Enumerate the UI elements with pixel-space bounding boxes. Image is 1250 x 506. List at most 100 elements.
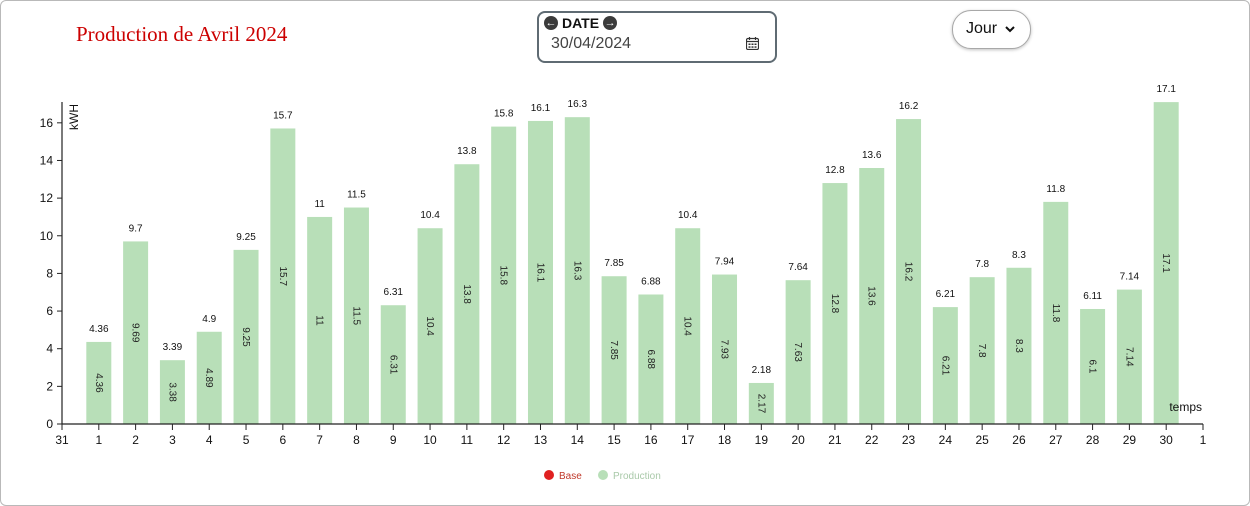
legend-swatch[interactable] [544,470,554,480]
x-tick-label: 3 [169,433,176,447]
x-tick-label: 13 [534,433,548,447]
bar-inner-label: 3.38 [166,382,177,402]
bar-inner-label: 17.1 [1160,253,1171,273]
bar[interactable] [196,331,222,424]
bar[interactable] [454,164,480,424]
bar-inner-label: 7.8 [976,344,987,358]
arrow-right-circle-icon[interactable]: → [603,16,618,30]
x-tick-label: 5 [243,433,250,447]
bar[interactable] [86,341,112,424]
bar-inner-label: 6.21 [939,356,950,376]
bar[interactable] [1043,201,1069,424]
bar-top-label: 7.64 [788,262,808,273]
bar[interactable] [270,128,296,424]
x-tick-label: 23 [902,433,916,447]
period-select-value: Jour [966,20,998,37]
bar[interactable] [785,280,811,424]
bar-inner-label: 8.3 [1013,339,1024,353]
bar[interactable] [123,241,149,424]
bar[interactable] [896,119,922,424]
bar-top-label: 9.7 [129,223,143,234]
bar[interactable] [491,126,517,425]
bar[interactable] [307,216,333,424]
bar[interactable] [1116,289,1142,424]
bar-top-label: 10.4 [678,210,698,221]
bar[interactable] [932,307,958,424]
x-tick-label: 22 [865,433,879,447]
legend-label[interactable]: Production [613,471,661,482]
x-tick-label: 16 [644,433,658,447]
x-tick-label: 20 [791,433,805,447]
x-tick-label: 8 [353,433,360,447]
y-tick-label: 2 [46,379,53,393]
bar-top-label: 7.14 [1120,272,1140,283]
bar[interactable] [527,120,553,425]
calendar-icon[interactable] [746,37,759,50]
bar-top-label: 7.85 [604,258,624,269]
x-tick-label: 28 [1086,433,1100,447]
bar[interactable] [859,168,885,424]
bar-inner-label: 13.8 [461,284,472,304]
x-tick-label: 17 [681,433,695,447]
bar-top-label: 10.4 [420,210,440,221]
bar[interactable] [233,249,259,424]
bar-top-label: 15.7 [273,110,293,121]
bar-top-label: 7.8 [975,259,989,270]
bar[interactable] [343,207,369,424]
bar-top-label: 6.11 [1083,291,1102,302]
bar[interactable] [675,228,701,424]
bar-top-label: 6.88 [641,276,661,287]
bar-inner-label: 12.8 [829,294,840,314]
x-tick-label: 12 [497,433,511,447]
bar[interactable] [1153,102,1179,424]
bar-inner-label: 7.14 [1123,347,1134,367]
bar-inner-label: 7.85 [608,340,619,360]
bar-inner-label: 10.4 [424,316,435,336]
bar-top-label: 4.9 [202,314,216,325]
bar[interactable] [159,360,185,424]
bar-inner-label: 16.1 [534,263,545,283]
bar-inner-label: 11 [314,315,325,326]
bar-inner-label: 11.5 [350,306,361,325]
bar-top-label: 16.1 [531,103,551,114]
bar-inner-label: 7.63 [792,342,803,362]
y-tick-label: 6 [46,304,53,318]
bar-top-label: 11.8 [1046,184,1065,195]
bar[interactable] [969,277,995,424]
chart-title: Production de Avril 2024 [76,22,288,46]
bar-inner-label: 9.25 [240,327,251,347]
y-tick-label: 16 [40,116,54,130]
bar[interactable] [822,183,848,424]
bar-inner-label: 4.36 [93,373,104,393]
bar-inner-label: 6.31 [387,355,398,375]
x-tick-label: 26 [1012,433,1026,447]
bar[interactable] [748,382,774,424]
bar[interactable] [417,228,443,424]
bar-top-label: 6.21 [936,289,956,300]
bar-inner-label: 16.2 [903,262,914,282]
x-tick-label: 14 [571,433,585,447]
arrow-left-circle-icon[interactable]: ← [544,16,558,30]
x-axis-label: temps [1169,400,1202,414]
x-tick-label: 1 [1200,433,1207,447]
bar-top-label: 2.18 [752,365,772,376]
bar-top-label: 16.2 [899,101,919,112]
bar[interactable] [380,305,406,424]
y-axis-label: kWH [67,104,81,130]
bar[interactable] [601,276,627,424]
bar[interactable] [1006,267,1032,424]
date-picker[interactable]: ← DATE → 30/04/2024 [537,11,777,63]
legend-swatch[interactable] [598,470,608,480]
bar-top-label: 9.25 [236,232,256,243]
date-input[interactable]: 30/04/2024 [551,35,632,52]
x-tick-label: 1 [95,433,102,447]
x-tick-label: 21 [828,433,842,447]
bar[interactable] [638,294,664,424]
bar[interactable] [712,274,738,424]
bar[interactable] [1080,308,1106,424]
legend-label[interactable]: Base [559,471,582,482]
period-select[interactable]: Jour [952,10,1031,49]
bar-top-label: 16.3 [568,99,588,110]
bar[interactable] [564,117,590,425]
